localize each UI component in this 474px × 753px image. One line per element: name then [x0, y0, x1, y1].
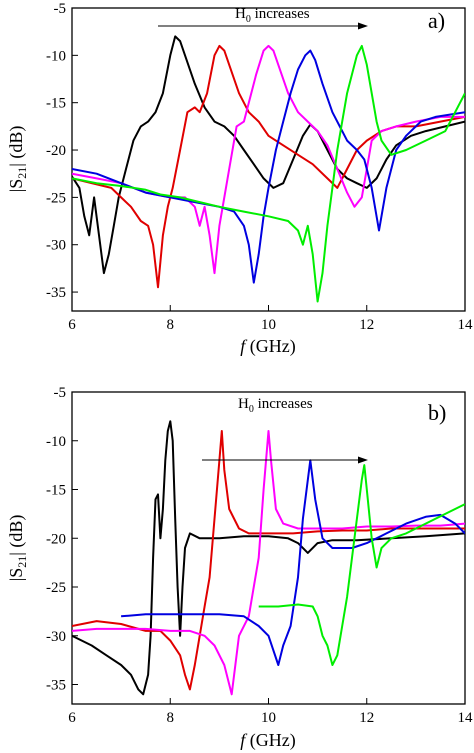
x-tick-label: 10 [261, 317, 276, 333]
annotation-sub: 0 [246, 14, 251, 25]
x-tick-label: 14 [458, 317, 474, 333]
y-tick-label: -35 [46, 285, 66, 301]
annotation-sub: 0 [249, 404, 254, 415]
series-line-2 [72, 430, 465, 691]
y-tick-label: -10 [46, 434, 66, 450]
annotation: H0 increases [158, 6, 368, 30]
y-tick-label: -25 [46, 190, 66, 206]
series-line-3 [72, 44, 465, 275]
x-tick-label: 6 [68, 710, 76, 726]
series-line-5 [72, 44, 465, 303]
panel-label: b) [428, 400, 446, 425]
panel-label: a) [428, 8, 445, 33]
series-line-4 [72, 49, 465, 284]
series-line-5 [258, 464, 465, 666]
annotation-main: H [238, 396, 249, 412]
x-tick-label: 8 [167, 710, 175, 726]
annotation-rest: increases [251, 6, 310, 22]
x-axis-title: f (GHz) [240, 730, 296, 751]
x-tick-label: 6 [68, 317, 76, 333]
x-tick-label: 14 [458, 710, 474, 726]
x-axis-title: f (GHz) [240, 336, 296, 357]
x-tick-label: 10 [261, 710, 276, 726]
plot-frame [71, 7, 466, 312]
series-line-3 [72, 430, 465, 696]
x-tick-label: 12 [359, 317, 374, 333]
annotation-arrowhead [358, 456, 368, 464]
annotation-main: H [235, 6, 246, 22]
y-tick-label: -15 [46, 96, 66, 112]
y-tick-label: -30 [46, 238, 66, 254]
series-line-2 [72, 44, 465, 289]
annotation-rest: increases [254, 396, 313, 412]
series-line-1 [72, 35, 465, 275]
series-line-1 [72, 420, 465, 696]
annotation: H0 increases [202, 396, 368, 464]
y-tick-label: -20 [46, 143, 66, 159]
y-tick-label: -5 [54, 385, 67, 401]
y-tick-label: -20 [46, 531, 66, 547]
y-tick-label: -30 [46, 629, 66, 645]
y-axis-title: |S21| (dB) [6, 126, 29, 193]
y-tick-label: -10 [46, 48, 66, 64]
svg-text:H0 increases: H0 increases [235, 6, 310, 25]
x-tick-label: 8 [167, 317, 175, 333]
chart-panel-b: 6 8 10 12 14 -5 -10 -15 -20 -25 -30 -35 b) H0 incr… [6, 385, 473, 751]
chart-panel-a: 6 8 10 12 14 -5 -10 -15 -20 -25 -30 -35 a) H0 incr… [6, 1, 473, 357]
y-tick-label: -35 [46, 678, 66, 694]
y-tick-label: -25 [46, 580, 66, 596]
y-tick-label: -5 [54, 1, 67, 17]
y-tick-label: -15 [46, 483, 66, 499]
y-axis-title: |S21| (dB) [6, 515, 29, 582]
svg-text:H0 increases: H0 increases [238, 396, 313, 415]
x-tick-label: 12 [359, 710, 374, 726]
annotation-arrowhead [358, 22, 368, 30]
series-line-4 [121, 459, 465, 666]
